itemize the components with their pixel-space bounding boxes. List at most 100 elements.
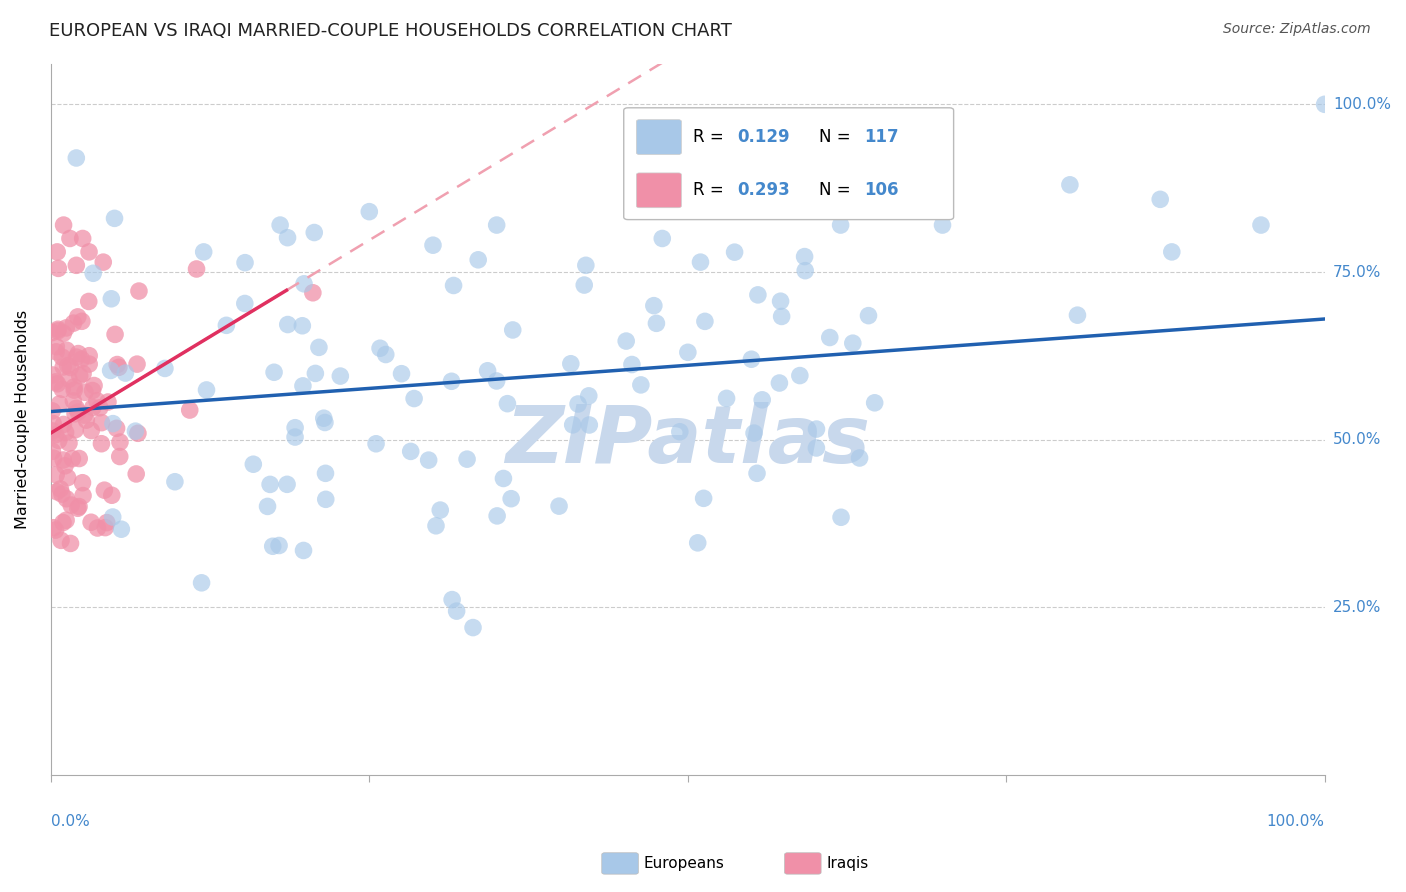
Point — [45, 484, 67, 499]
Point — [97, 395, 120, 409]
Point — [742, 426, 765, 441]
Point — [284, 421, 307, 435]
Point — [848, 450, 870, 465]
Point — [422, 238, 444, 252]
Point — [72, 231, 94, 245]
Point — [492, 471, 515, 485]
Point — [63, 380, 86, 394]
Point — [368, 341, 391, 355]
Point — [1160, 244, 1182, 259]
Point — [689, 255, 711, 269]
Point — [58, 436, 80, 450]
Point — [277, 318, 299, 332]
Point — [100, 292, 122, 306]
Point — [291, 379, 314, 393]
Point — [693, 314, 716, 328]
Text: 75.0%: 75.0% — [1333, 265, 1381, 279]
Point — [90, 436, 112, 450]
Point — [52, 326, 75, 341]
Point — [740, 352, 762, 367]
Point — [329, 369, 352, 384]
Point — [101, 488, 124, 502]
Point — [425, 518, 447, 533]
Point — [830, 510, 852, 524]
Point — [574, 278, 596, 293]
Point — [41, 326, 63, 340]
Point — [63, 383, 86, 397]
Point — [72, 489, 94, 503]
Text: 100.0%: 100.0% — [1333, 97, 1391, 112]
Point — [101, 510, 124, 524]
Point — [60, 451, 83, 466]
Point — [51, 350, 73, 364]
Point — [73, 385, 96, 400]
Point — [75, 413, 97, 427]
Point — [669, 425, 692, 439]
Point — [56, 359, 79, 373]
Point — [69, 368, 91, 383]
Text: 25.0%: 25.0% — [1333, 600, 1381, 615]
Point — [45, 467, 67, 482]
Text: 50.0%: 50.0% — [1333, 433, 1381, 447]
Point — [304, 367, 326, 381]
Point — [745, 467, 768, 481]
Point — [292, 543, 315, 558]
Point — [614, 334, 637, 348]
Point — [42, 451, 65, 466]
Point — [110, 522, 132, 536]
Point — [55, 491, 77, 506]
Point — [46, 322, 69, 336]
Point — [45, 375, 67, 389]
Text: R =: R = — [693, 181, 728, 199]
Point — [52, 417, 75, 432]
Point — [77, 244, 100, 259]
Point — [55, 513, 77, 527]
Point — [82, 384, 104, 398]
Point — [52, 516, 75, 530]
Text: 0.129: 0.129 — [738, 128, 790, 146]
Point — [391, 367, 413, 381]
Point — [314, 416, 336, 430]
Point — [59, 536, 82, 550]
Point — [63, 407, 86, 421]
Point — [73, 408, 96, 422]
Point — [770, 310, 793, 324]
Point — [806, 441, 828, 455]
Point — [643, 299, 665, 313]
Text: 100.0%: 100.0% — [1267, 814, 1324, 830]
Point — [723, 245, 745, 260]
Point — [93, 483, 115, 498]
Point — [55, 425, 77, 440]
Point — [41, 404, 63, 418]
Point — [467, 252, 489, 267]
Point — [114, 366, 136, 380]
Point — [233, 296, 256, 310]
Text: Iraqis: Iraqis — [827, 856, 869, 871]
Point — [233, 255, 256, 269]
Point — [242, 457, 264, 471]
Point — [793, 250, 815, 264]
Point — [52, 453, 75, 467]
Point — [686, 536, 709, 550]
Point — [277, 230, 299, 244]
Point — [89, 401, 111, 415]
Y-axis label: Married-couple Households: Married-couple Households — [15, 310, 30, 529]
Point — [94, 520, 117, 534]
Point — [863, 396, 886, 410]
Point — [80, 424, 103, 438]
Point — [49, 533, 72, 548]
Point — [59, 231, 82, 245]
Point — [284, 430, 307, 444]
Point — [72, 367, 94, 381]
Point — [65, 151, 87, 165]
Point — [496, 397, 519, 411]
Point — [485, 218, 508, 232]
Point — [768, 376, 790, 390]
Point — [676, 345, 699, 359]
Point — [62, 316, 84, 330]
Point — [127, 426, 149, 441]
Point — [429, 503, 451, 517]
Point — [751, 392, 773, 407]
Point — [477, 364, 499, 378]
Point — [818, 330, 841, 344]
